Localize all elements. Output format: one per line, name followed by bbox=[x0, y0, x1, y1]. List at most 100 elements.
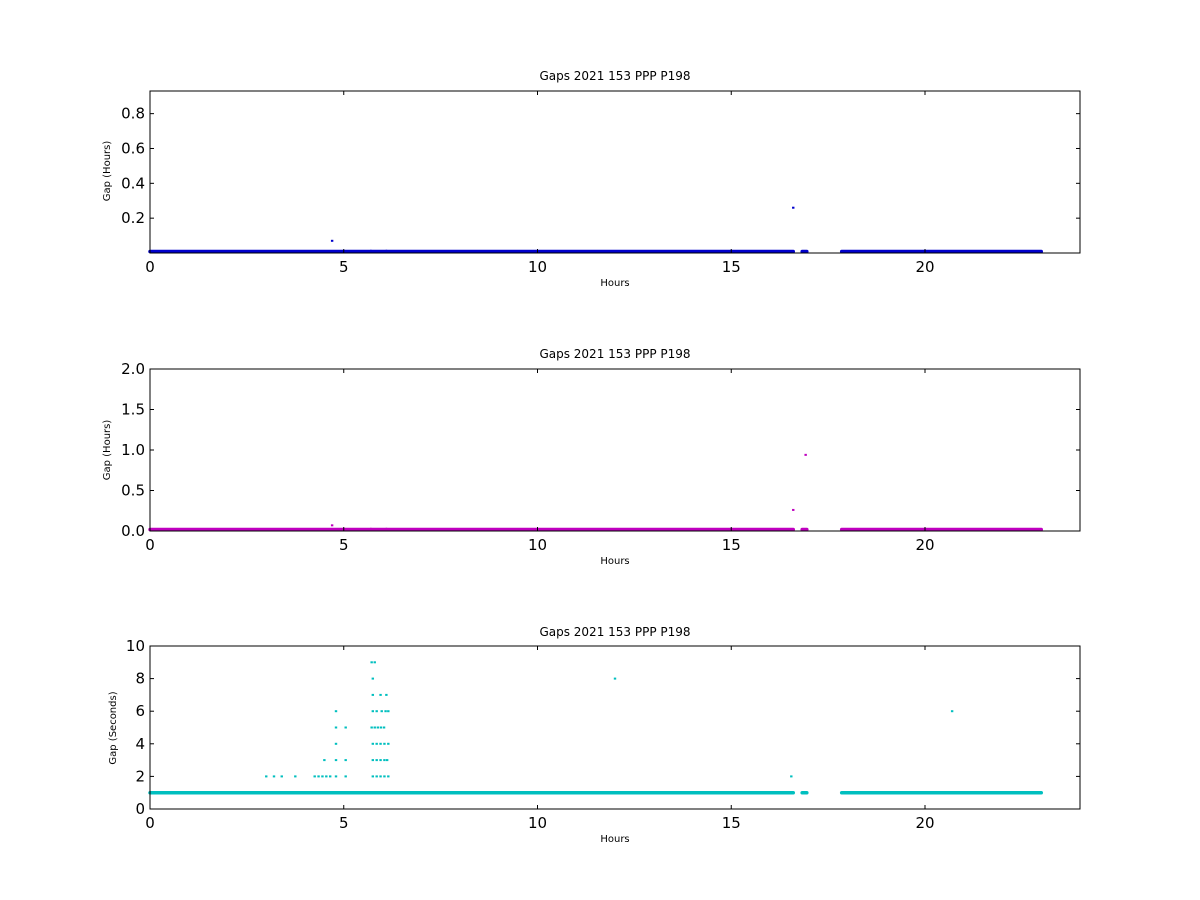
y-tick-label: 4 bbox=[135, 735, 145, 753]
data-point bbox=[379, 742, 382, 745]
data-point bbox=[792, 206, 795, 209]
data-point bbox=[950, 710, 954, 713]
data-point bbox=[790, 775, 793, 778]
y-tick-label: 1.0 bbox=[121, 441, 145, 459]
data-point bbox=[325, 775, 328, 778]
data-point bbox=[313, 775, 316, 778]
data-point bbox=[371, 710, 375, 713]
data-point bbox=[373, 726, 376, 729]
data-point bbox=[379, 693, 382, 696]
data-marks bbox=[148, 453, 1043, 532]
data-point bbox=[334, 775, 338, 778]
x-tick-label: 15 bbox=[722, 258, 741, 276]
y-tick-label: 0 bbox=[135, 800, 145, 818]
data-point bbox=[379, 759, 382, 762]
y-tick-label: 6 bbox=[135, 702, 145, 720]
data-point bbox=[385, 693, 388, 696]
x-tick-label: 10 bbox=[528, 536, 547, 554]
x-tick-label: 10 bbox=[528, 814, 547, 832]
data-point bbox=[384, 710, 387, 713]
y-tick-label: 2.0 bbox=[121, 360, 145, 378]
data-point bbox=[344, 759, 347, 762]
data-point bbox=[375, 775, 378, 778]
data-point bbox=[387, 742, 390, 745]
data-point bbox=[334, 759, 338, 762]
data-point bbox=[383, 759, 386, 762]
data-point bbox=[613, 677, 617, 680]
x-tick-label: 0 bbox=[145, 814, 155, 832]
x-tick-label: 0 bbox=[145, 536, 155, 554]
data-point bbox=[383, 775, 386, 778]
data-point bbox=[792, 508, 795, 511]
axis-ticks: 0 5 10 15 20 0.2 0.4 0.6 0.8 bbox=[121, 91, 1080, 276]
y-tick-label: 0.6 bbox=[121, 139, 145, 157]
data-point bbox=[804, 453, 807, 456]
chart-title: Gaps 2021 153 PPP P198 bbox=[539, 69, 690, 83]
data-point bbox=[330, 524, 334, 527]
x-tick-label: 0 bbox=[145, 258, 155, 276]
data-point bbox=[387, 710, 390, 713]
y-tick-label: 0.2 bbox=[121, 209, 145, 227]
x-axis-label: Hours bbox=[600, 278, 629, 289]
data-point bbox=[380, 710, 383, 713]
data-point bbox=[334, 742, 338, 745]
data-point bbox=[370, 726, 373, 729]
x-tick-label: 10 bbox=[528, 258, 547, 276]
data-point bbox=[265, 775, 268, 778]
data-point bbox=[376, 726, 380, 729]
chart-panel-hours-scaled: Gaps 2021 153 PPP P198 Hours Gap (Hours)… bbox=[102, 347, 1081, 567]
data-point bbox=[330, 239, 334, 242]
data-point bbox=[323, 759, 326, 762]
data-point bbox=[383, 742, 386, 745]
x-tick-label: 5 bbox=[339, 814, 349, 832]
x-axis-label: Hours bbox=[600, 834, 629, 845]
x-tick-label: 20 bbox=[915, 814, 934, 832]
data-marks bbox=[148, 661, 1043, 795]
data-point bbox=[294, 775, 297, 778]
data-point bbox=[344, 775, 347, 778]
data-point bbox=[371, 775, 375, 778]
data-point bbox=[371, 759, 375, 762]
chart-panel-hours: Gaps 2021 153 PPP P198 Hours Gap (Hours)… bbox=[102, 69, 1081, 289]
data-point bbox=[280, 775, 283, 778]
x-tick-label: 15 bbox=[722, 536, 741, 554]
y-tick-label: 0.0 bbox=[121, 522, 145, 540]
x-tick-label: 5 bbox=[339, 536, 349, 554]
y-tick-label: 0.8 bbox=[121, 105, 145, 123]
y-tick-label: 8 bbox=[135, 670, 145, 688]
data-point bbox=[272, 775, 276, 778]
data-point bbox=[371, 693, 375, 696]
data-point bbox=[375, 710, 378, 713]
x-tick-label: 20 bbox=[915, 258, 934, 276]
x-tick-label: 15 bbox=[722, 814, 741, 832]
data-point bbox=[344, 726, 347, 729]
data-point bbox=[375, 759, 378, 762]
y-tick-label: 0.5 bbox=[121, 482, 145, 500]
plot-frame bbox=[149, 368, 1081, 532]
data-point bbox=[334, 726, 338, 729]
chart-title: Gaps 2021 153 PPP P198 bbox=[539, 625, 690, 639]
axis-ticks: 0 5 10 15 20 0.0 0.5 1.0 1.5 2.0 bbox=[121, 360, 1080, 554]
data-point bbox=[328, 775, 332, 778]
y-axis-label: Gap (Hours) bbox=[102, 141, 113, 202]
data-point bbox=[387, 775, 390, 778]
data-point bbox=[370, 661, 373, 664]
data-point bbox=[379, 726, 383, 729]
x-tick-label: 20 bbox=[915, 536, 934, 554]
data-point bbox=[379, 775, 382, 778]
y-tick-label: 10 bbox=[126, 637, 145, 655]
data-point bbox=[317, 775, 320, 778]
data-point bbox=[385, 759, 389, 762]
x-axis-label: Hours bbox=[600, 556, 629, 567]
data-point bbox=[371, 742, 375, 745]
y-tick-label: 1.5 bbox=[121, 401, 145, 419]
data-point bbox=[334, 710, 338, 713]
y-tick-label: 2 bbox=[135, 767, 145, 785]
data-point bbox=[373, 661, 376, 664]
chart-panel-seconds: Gaps 2021 153 PPP P198 Hours Gap (Second… bbox=[108, 625, 1081, 845]
plot-frame bbox=[149, 645, 1081, 810]
plot-frame bbox=[149, 90, 1081, 254]
data-point bbox=[321, 775, 324, 778]
chart-title: Gaps 2021 153 PPP P198 bbox=[539, 347, 690, 361]
